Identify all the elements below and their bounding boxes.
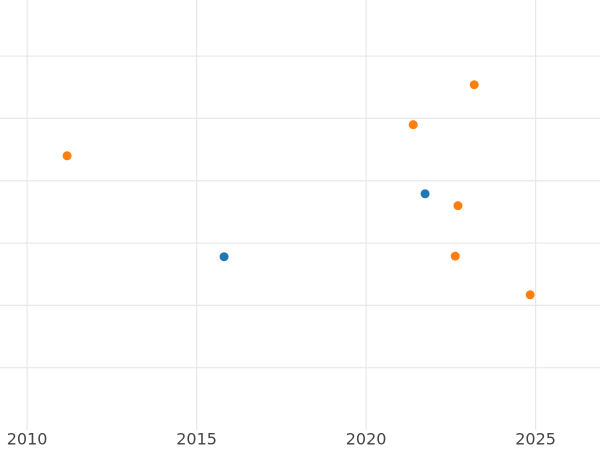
point [408,120,418,130]
x-tick-label: 2025 [515,430,556,449]
point [62,151,72,161]
x-tick-label: 2020 [346,430,387,449]
point [453,201,463,211]
point [450,251,460,261]
point [525,290,535,300]
point [420,189,430,199]
x-tick-label: 2015 [176,430,217,449]
point [219,252,229,262]
point [469,80,479,90]
x-tick-label: 2010 [7,430,48,449]
